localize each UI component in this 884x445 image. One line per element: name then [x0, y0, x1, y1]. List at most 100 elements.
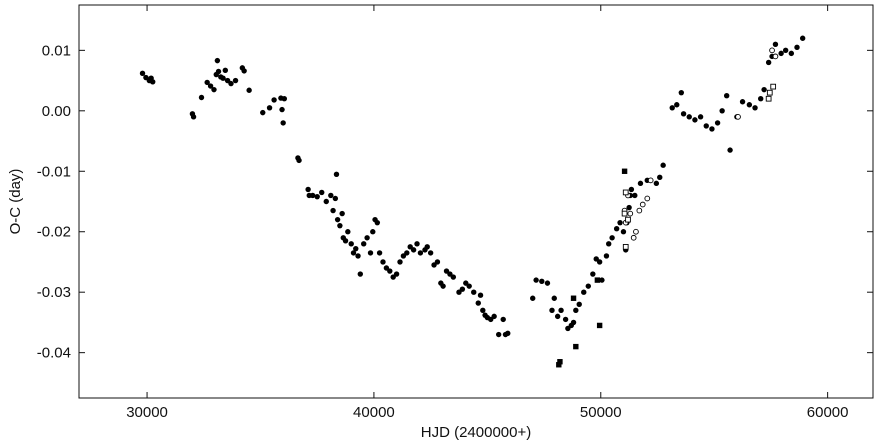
x-tick-label: 50000: [580, 404, 622, 421]
data-point: [228, 80, 234, 87]
data-point: [620, 229, 627, 235]
data-point: [680, 111, 687, 117]
data-point: [424, 244, 430, 250]
data-point-open-square: [622, 243, 629, 250]
data-point: [554, 313, 561, 320]
data-point-square: [557, 359, 563, 365]
data-point: [215, 68, 222, 75]
data-point: [367, 250, 374, 256]
data-point: [355, 253, 361, 259]
data-point: [551, 295, 557, 301]
y-axis-title: O-C (day): [7, 169, 24, 235]
data-point: [788, 50, 795, 57]
data-point: [703, 123, 709, 129]
data-point: [603, 253, 610, 259]
data-point: [207, 83, 214, 89]
data-point: [533, 277, 539, 283]
data-point: [361, 241, 367, 247]
data-point: [220, 75, 226, 81]
data-point: [765, 59, 772, 66]
data-point: [573, 307, 579, 314]
data-point: [669, 105, 675, 111]
data-point: [794, 44, 800, 51]
data-point: [387, 268, 393, 274]
data-point: [323, 198, 329, 205]
data-point: [466, 283, 472, 289]
data-point: [544, 280, 551, 286]
data-point: [330, 207, 336, 214]
data-point: [427, 250, 434, 256]
data-point: [280, 120, 286, 126]
data-point-open-square: [766, 89, 773, 96]
data-point: [758, 96, 764, 102]
data-point: [590, 271, 596, 277]
data-point: [637, 180, 644, 187]
data-point: [613, 226, 620, 232]
data-point: [480, 307, 486, 314]
y-tick-label: 0.00: [42, 103, 71, 120]
data-point: [260, 109, 266, 116]
data-point: [148, 75, 154, 81]
data-point-open: [769, 47, 775, 54]
data-point-open: [639, 201, 646, 208]
data-point: [342, 238, 349, 244]
data-point: [674, 102, 680, 108]
data-point: [334, 216, 341, 223]
data-point: [393, 271, 400, 277]
data-point: [628, 186, 635, 193]
data-point: [632, 192, 638, 199]
data-point-open: [647, 177, 654, 184]
data-point: [374, 219, 381, 226]
axes: 30000 40000 50000 60000 0.01 0.00 -0.01 -0.02 -0…: [37, 4, 874, 421]
data-point: [450, 274, 457, 280]
data-point: [139, 70, 146, 77]
data-point-open-square: [625, 216, 631, 223]
data-point: [657, 174, 663, 181]
data-point: [376, 250, 383, 256]
data-point: [328, 192, 334, 199]
data-point: [495, 331, 502, 338]
data-point: [404, 250, 410, 256]
data-point: [609, 235, 615, 241]
data-point: [596, 259, 603, 265]
data-point: [772, 41, 779, 47]
data-point: [414, 241, 420, 247]
data-point: [281, 96, 288, 102]
data-point: [319, 189, 325, 196]
x-tick-label: 30000: [126, 404, 168, 421]
data-point: [266, 105, 273, 111]
data-point: [305, 186, 311, 193]
data-point: [697, 114, 704, 120]
data-point-square: [596, 322, 603, 329]
data-point: [581, 289, 587, 295]
data-point: [410, 247, 417, 253]
data-point: [380, 259, 386, 265]
data-point-open: [627, 210, 634, 217]
data-point: [505, 330, 511, 337]
data-point: [500, 316, 506, 323]
data-point: [549, 307, 555, 314]
data-point: [350, 250, 357, 256]
data-point: [475, 300, 481, 306]
data-point: [539, 278, 545, 285]
data-point: [309, 192, 316, 199]
data-point: [222, 67, 229, 73]
data-point-open: [636, 207, 643, 214]
y-tick-label: 0.01: [42, 42, 71, 59]
data-point: [477, 292, 484, 298]
data-point-open: [735, 114, 741, 120]
x-tick-label: 60000: [807, 404, 849, 421]
data-point: [714, 120, 721, 126]
data-point: [434, 259, 441, 265]
data-point: [241, 68, 247, 74]
data-point: [606, 241, 612, 247]
data-point: [782, 47, 789, 54]
data-point: [761, 86, 767, 93]
data-point: [246, 87, 252, 93]
data-point: [558, 307, 564, 314]
data-point-open: [633, 228, 639, 235]
data-point: [626, 204, 632, 211]
data-point: [692, 117, 698, 123]
data-point-square: [594, 277, 601, 283]
data-point: [357, 271, 364, 277]
